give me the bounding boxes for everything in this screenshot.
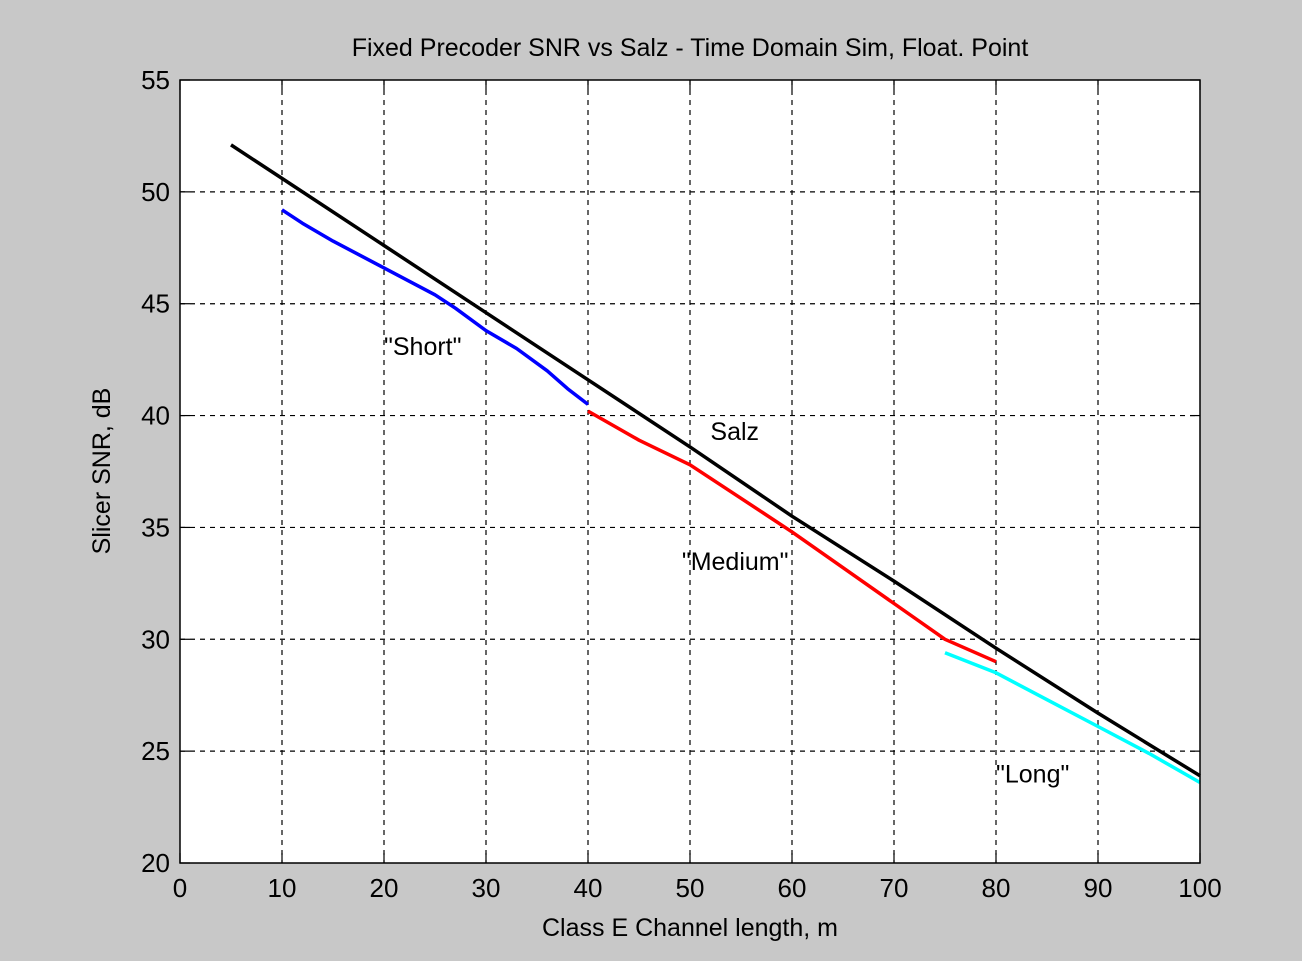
y-tick-label: 20 bbox=[141, 848, 170, 878]
y-tick-label: 30 bbox=[141, 624, 170, 654]
x-tick-label: 30 bbox=[472, 873, 501, 903]
series-line-2 bbox=[587, 409, 997, 664]
x-tick-label: 90 bbox=[1084, 873, 1113, 903]
x-tick-label: 70 bbox=[880, 873, 909, 903]
x-tick-label: 50 bbox=[676, 873, 705, 903]
series-lines bbox=[230, 143, 1201, 785]
annotation-label: "Medium" bbox=[682, 548, 789, 576]
x-axis-label: Class E Channel length, m bbox=[542, 914, 838, 942]
x-tick-label: 0 bbox=[173, 873, 187, 903]
series-line-3 bbox=[944, 651, 1201, 785]
series-line-0 bbox=[230, 143, 1201, 778]
grid bbox=[180, 80, 1200, 863]
x-tick-label: 100 bbox=[1178, 873, 1221, 903]
annotation-label: "Short" bbox=[384, 333, 462, 361]
annotations: "Short" Salz "Medium" "Long" bbox=[384, 333, 1069, 788]
x-tick-label: 20 bbox=[370, 873, 399, 903]
y-axis-label: Slicer SNR, dB bbox=[88, 388, 116, 555]
x-tick-label: 60 bbox=[778, 873, 807, 903]
chart-title: Fixed Precoder SNR vs Salz - Time Domain… bbox=[352, 34, 1029, 62]
x-tick-label: 10 bbox=[268, 873, 297, 903]
y-tick-label: 50 bbox=[141, 177, 170, 207]
axis-ticks: 0 10 20 30 40 50 60 70 80 90 100 20 25 30 35 40 45 50 55 bbox=[141, 65, 1222, 903]
y-tick-label: 35 bbox=[141, 512, 170, 542]
y-tick-label: 25 bbox=[141, 736, 170, 766]
annotation-label: "Long" bbox=[996, 760, 1069, 788]
annotation-label: Salz bbox=[710, 418, 759, 446]
y-tick-label: 55 bbox=[141, 65, 170, 95]
y-tick-label: 40 bbox=[141, 401, 170, 431]
y-tick-label: 45 bbox=[141, 289, 170, 319]
series-line-1 bbox=[281, 208, 590, 406]
x-tick-label: 80 bbox=[982, 873, 1011, 903]
x-tick-label: 40 bbox=[574, 873, 603, 903]
